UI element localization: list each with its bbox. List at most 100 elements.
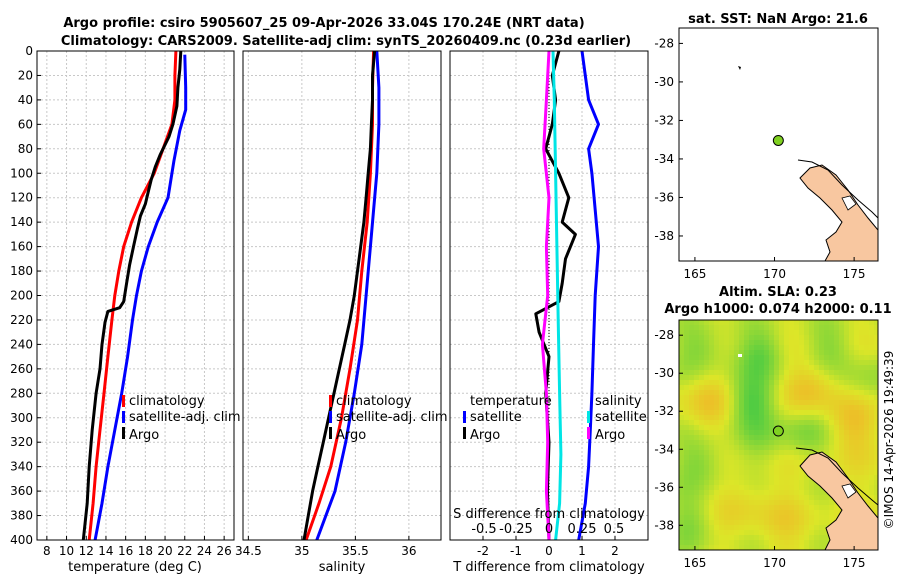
sla-cell bbox=[729, 430, 734, 435]
sla-cell bbox=[864, 370, 869, 375]
salinity-x-axis: 34.5 35 35.5 36 bbox=[235, 536, 417, 558]
sla-cell bbox=[699, 320, 704, 325]
sla-cell bbox=[694, 400, 699, 405]
sla-cell bbox=[724, 520, 729, 525]
sla-cell bbox=[754, 495, 759, 500]
sla-cell bbox=[779, 435, 784, 440]
sla-cell bbox=[684, 500, 689, 505]
sla-cell bbox=[724, 530, 729, 535]
sla-cell bbox=[694, 520, 699, 525]
sla-cell bbox=[809, 415, 814, 420]
sla-cell bbox=[684, 380, 689, 385]
sla-cell bbox=[789, 460, 794, 465]
difference-frame bbox=[449, 50, 649, 541]
sla-cell bbox=[844, 410, 849, 415]
sla-cell bbox=[789, 525, 794, 530]
legend-salinity-title: salinity bbox=[595, 394, 642, 409]
sla-cell bbox=[689, 510, 694, 515]
sla-cell bbox=[694, 500, 699, 505]
sla-cell bbox=[864, 340, 869, 345]
sla-cell bbox=[754, 515, 759, 520]
sla-cell bbox=[694, 415, 699, 420]
sla-cell bbox=[729, 455, 734, 460]
sla-cell bbox=[754, 445, 759, 450]
sla-cell bbox=[774, 470, 779, 475]
sla-cell bbox=[739, 375, 744, 380]
sla-cell bbox=[729, 485, 734, 490]
sla-cell bbox=[824, 375, 829, 380]
sla-cell bbox=[849, 335, 854, 340]
sla-cell bbox=[724, 470, 729, 475]
sla-cell bbox=[819, 320, 824, 325]
sla-cell bbox=[859, 335, 864, 340]
sla-cell bbox=[839, 405, 844, 410]
sla-cell bbox=[794, 545, 799, 550]
sla-cell bbox=[734, 450, 739, 455]
sla-cell bbox=[769, 415, 774, 420]
sla-cell bbox=[769, 505, 774, 510]
sla-cell bbox=[804, 440, 809, 445]
sla-cell bbox=[789, 355, 794, 360]
sla-cell bbox=[819, 330, 824, 335]
sla-cell bbox=[729, 540, 734, 545]
sla-cell bbox=[809, 325, 814, 330]
sla-cell bbox=[724, 420, 729, 425]
sla-cell bbox=[689, 490, 694, 495]
sla-cell bbox=[809, 485, 814, 490]
sla-cell bbox=[689, 495, 694, 500]
sla-cell bbox=[849, 425, 854, 430]
sla-cell bbox=[729, 440, 734, 445]
sla-cell bbox=[774, 515, 779, 520]
sla-cell bbox=[749, 465, 754, 470]
sla-cell bbox=[719, 415, 724, 420]
sla-cell bbox=[744, 455, 749, 460]
sla-cell bbox=[684, 430, 689, 435]
sla-cell bbox=[749, 435, 754, 440]
sla-cell bbox=[839, 365, 844, 370]
sla-cell bbox=[699, 470, 704, 475]
sla-cell bbox=[799, 540, 804, 545]
sla-cell bbox=[794, 445, 799, 450]
sla-cell bbox=[784, 480, 789, 485]
sla-cell bbox=[714, 400, 719, 405]
sla-cell bbox=[854, 475, 859, 480]
sla-cell bbox=[724, 500, 729, 505]
sla-cell bbox=[854, 360, 859, 365]
sla-cell bbox=[724, 445, 729, 450]
sla-cell bbox=[829, 330, 834, 335]
sla-cell bbox=[739, 490, 744, 495]
sla-cell bbox=[864, 490, 869, 495]
sla-cell bbox=[774, 545, 779, 550]
s-difference-ticks: -0.5 -0.25 0 0.25 0.5 bbox=[471, 522, 624, 537]
sla-cell bbox=[729, 415, 734, 420]
sla-cell bbox=[684, 450, 689, 455]
s-tick-label: -0.25 bbox=[499, 522, 533, 537]
sla-cell bbox=[699, 515, 704, 520]
sla-cell bbox=[859, 490, 864, 495]
sla-cell bbox=[819, 325, 824, 330]
legend-t-satellite-label: satellite bbox=[470, 410, 522, 425]
sla-cell bbox=[739, 460, 744, 465]
y-tick-label: -32 bbox=[654, 404, 674, 418]
sla-cell bbox=[804, 445, 809, 450]
sla-cell bbox=[784, 530, 789, 535]
sla-cell bbox=[684, 515, 689, 520]
sla-cell bbox=[859, 340, 864, 345]
sla-cell bbox=[799, 490, 804, 495]
y-tick-label: -30 bbox=[654, 75, 674, 89]
sla-cell bbox=[739, 395, 744, 400]
sla-cell bbox=[869, 410, 874, 415]
sla-cell bbox=[754, 330, 759, 335]
sla-cell bbox=[764, 500, 769, 505]
sla-cell bbox=[819, 410, 824, 415]
sla-cell bbox=[864, 350, 869, 355]
argo-position-marker bbox=[772, 134, 784, 146]
sla-cell bbox=[774, 455, 779, 460]
sla-cell bbox=[759, 350, 764, 355]
sla-cell bbox=[799, 340, 804, 345]
sla-cell bbox=[704, 370, 709, 375]
sla-cell bbox=[824, 360, 829, 365]
sla-map-panel: Altim. SLA: 0.23 Argo h1000: 0.074 h2000… bbox=[654, 285, 891, 570]
sla-cell bbox=[804, 490, 809, 495]
new-zealand-landmass bbox=[799, 164, 878, 261]
